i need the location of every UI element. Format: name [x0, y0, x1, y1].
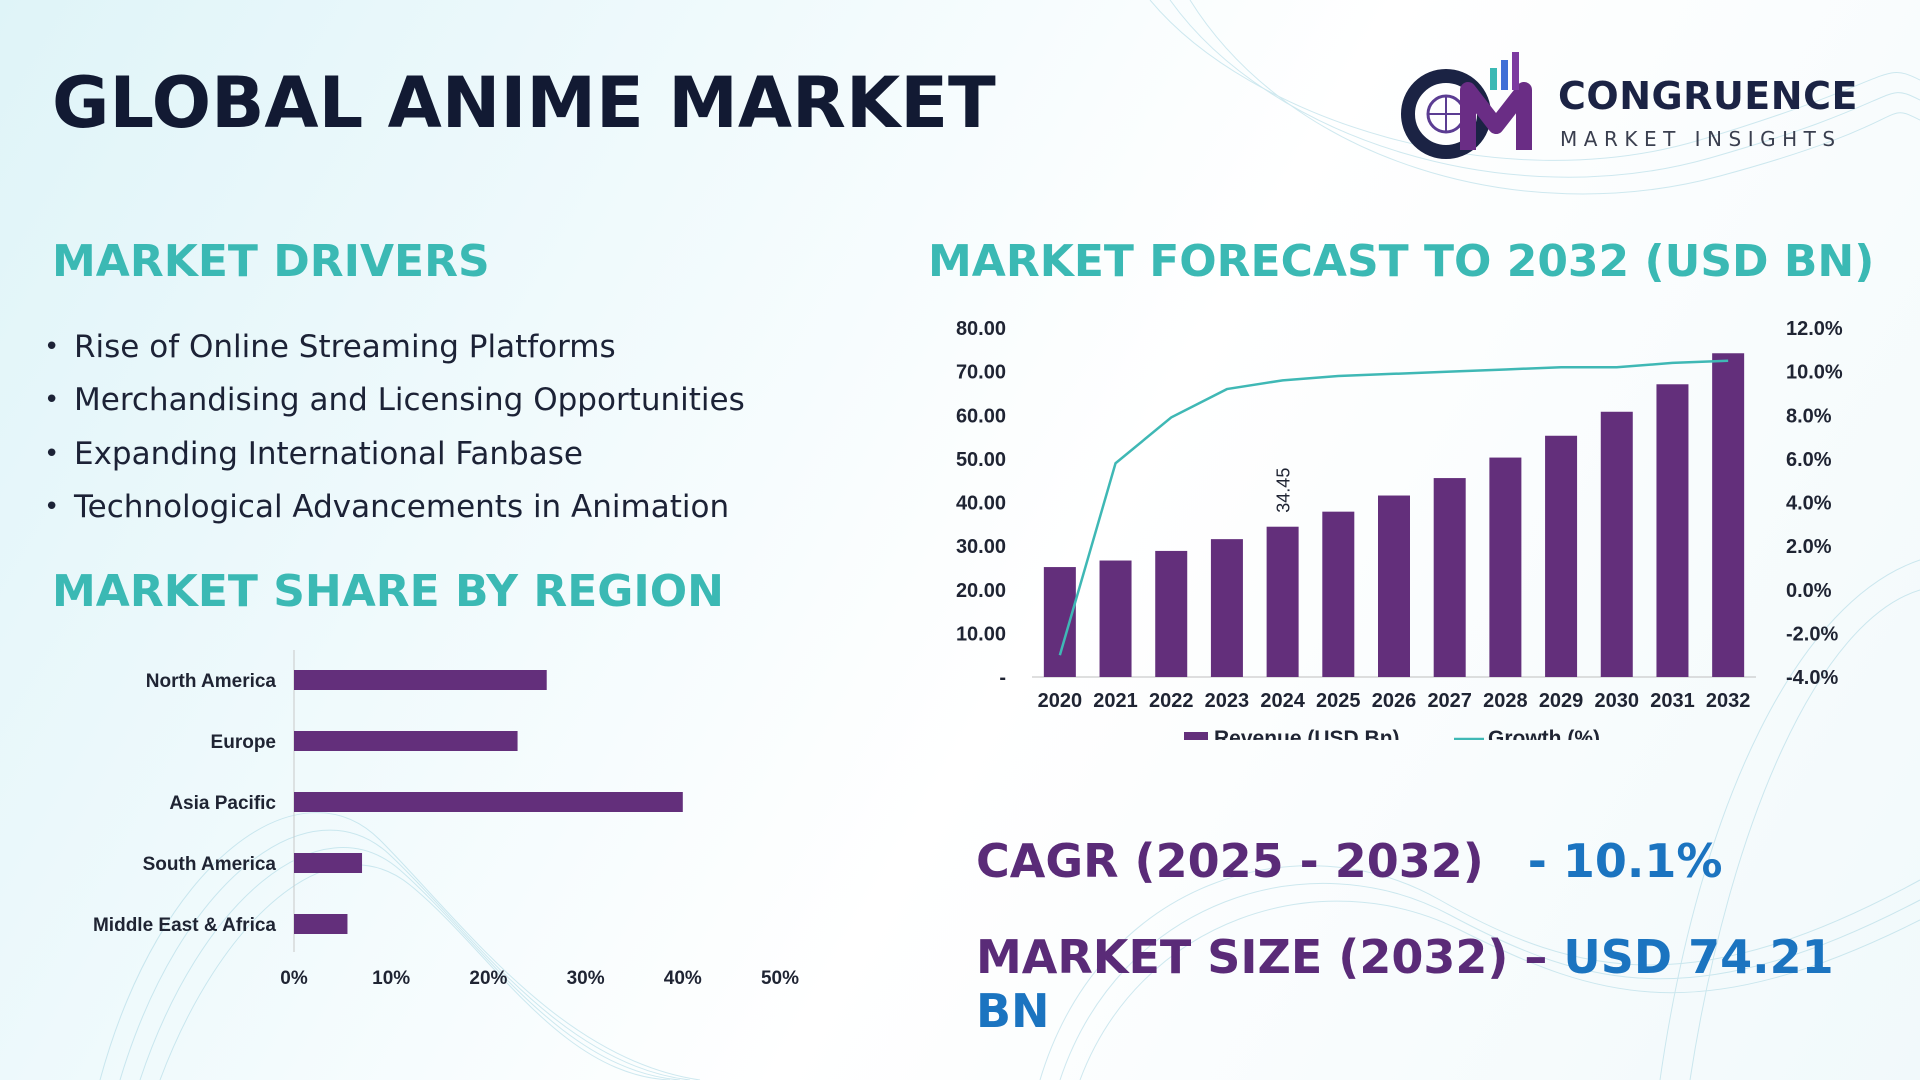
y-left-tick-label: -: [999, 667, 1006, 689]
y-right-tick-label: 4.0%: [1786, 493, 1832, 515]
x-tick-label: 40%: [664, 968, 702, 989]
market-size-value: USD 74.21 BN: [976, 930, 1834, 1038]
x-tick-label: 2030: [1595, 690, 1640, 712]
cagr-label: CAGR (2025 - 2032): [976, 834, 1484, 888]
region-bar: [294, 853, 363, 873]
y-right-tick-label: 8.0%: [1786, 405, 1832, 427]
category-label: Asia Pacific: [169, 793, 276, 814]
y-right-tick-label: 0.0%: [1786, 580, 1832, 602]
x-tick-label: 2026: [1372, 690, 1417, 712]
y-right-tick-label: 10.0%: [1786, 362, 1843, 384]
x-tick-label: 10%: [372, 968, 410, 989]
category-label: Europe: [211, 732, 276, 753]
region-bar: [294, 792, 683, 812]
region-share-chart: North America Europe Asia Pacific South Ame…: [93, 650, 799, 989]
revenue-bar: [1210, 539, 1243, 677]
revenue-bar: [1322, 511, 1355, 677]
y-left-tick-label: 60.00: [956, 405, 1006, 427]
y-left-tick-label: 10.00: [956, 623, 1006, 645]
y-right-tick-label: -4.0%: [1786, 667, 1838, 689]
x-tick-label: 50%: [761, 968, 799, 989]
revenue-bar: [1545, 435, 1578, 677]
x-tick-label: 2021: [1093, 690, 1138, 712]
y-left-tick-label: 40.00: [956, 493, 1006, 515]
market-size-stat: MARKET SIZE (2032) – USD 74.21 BN: [976, 930, 1920, 1038]
drivers-list: • Rise of Online Streaming Platforms • Mer…: [44, 320, 745, 534]
category-label: Middle East & Africa: [93, 915, 276, 936]
y-left-tick-label: 30.00: [956, 536, 1006, 558]
list-item: • Technological Advancements in Animation: [44, 481, 745, 535]
drivers-heading: MARKET DRIVERS: [52, 236, 490, 287]
revenue-bar: [1433, 478, 1466, 677]
region-heading: MARKET SHARE BY REGION: [52, 566, 724, 617]
logo-mark-icon: [1401, 52, 1532, 159]
cagr-value: - 10.1%: [1527, 834, 1723, 888]
category-label: North America: [146, 671, 277, 692]
driver-text: Merchandising and Licensing Opportunitie…: [74, 382, 745, 419]
x-tick-label: 2024: [1260, 690, 1305, 712]
x-tick-label: 2027: [1427, 690, 1472, 712]
y-right-tick-label: 12.0%: [1786, 318, 1843, 340]
x-tick-label: 30%: [567, 968, 605, 989]
revenue-bar: [1712, 353, 1745, 677]
logo-name: CONGRUENCE: [1558, 74, 1858, 118]
list-item: • Merchandising and Licensing Opportuniti…: [44, 374, 745, 428]
x-tick-label: 2023: [1205, 690, 1250, 712]
bullet-icon: •: [44, 492, 60, 523]
revenue-bar: [1600, 411, 1633, 677]
market-size-label: MARKET SIZE (2032) –: [976, 930, 1548, 984]
revenue-bar: [1489, 457, 1522, 677]
revenue-bar: [1266, 526, 1299, 677]
region-bar: [294, 731, 518, 751]
list-item: • Rise of Online Streaming Platforms: [44, 320, 745, 374]
company-logo: CONGRUENCE MARKET INSIGHTS: [1398, 50, 1878, 170]
x-tick-label: 2022: [1149, 690, 1194, 712]
logo-tagline: MARKET INSIGHTS: [1560, 127, 1842, 151]
bullet-icon: •: [44, 331, 60, 362]
revenue-bar: [1378, 495, 1410, 677]
bullet-icon: •: [44, 385, 60, 416]
revenue-bar: [1043, 567, 1076, 677]
category-label: South America: [143, 854, 277, 875]
y-right-tick-label: 2.0%: [1786, 536, 1832, 558]
forecast-heading: MARKET FORECAST TO 2032 (USD BN): [928, 236, 1875, 287]
region-bar: [294, 914, 348, 934]
cagr-stat: CAGR (2025 - 2032) - 10.1%: [976, 834, 1722, 888]
data-label: 34.45: [1274, 468, 1294, 513]
x-tick-label: 2032: [1706, 690, 1751, 712]
y-left-tick-label: 70.00: [956, 362, 1006, 384]
y-left-tick-label: 50.00: [956, 449, 1006, 471]
page-title: GLOBAL ANIME MARKET: [52, 62, 996, 144]
driver-text: Technological Advancements in Animation: [74, 489, 730, 526]
x-tick-label: 2028: [1483, 690, 1528, 712]
y-left-tick-label: 20.00: [956, 580, 1006, 602]
legend-label-revenue: Revenue (USD Bn): [1214, 727, 1400, 740]
y-left-tick-label: 80.00: [956, 318, 1006, 340]
list-item: • Expanding International Fanbase: [44, 427, 745, 481]
revenue-bar: [1099, 560, 1132, 677]
bullet-icon: •: [44, 438, 60, 469]
growth-line: [1058, 359, 1729, 656]
driver-text: Rise of Online Streaming Platforms: [74, 328, 616, 365]
x-tick-label: 2025: [1316, 690, 1361, 712]
x-tick-label: 2031: [1650, 690, 1695, 712]
legend-swatch-revenue: [1184, 732, 1208, 740]
y-right-tick-label: 6.0%: [1786, 449, 1832, 471]
x-tick-label: 0%: [280, 968, 308, 989]
revenue-bar: [1155, 550, 1188, 677]
x-tick-label: 2029: [1539, 690, 1584, 712]
x-tick-label: 2020: [1038, 690, 1083, 712]
y-right-tick-label: -2.0%: [1786, 623, 1838, 645]
x-tick-label: 20%: [469, 968, 507, 989]
region-bar: [294, 670, 547, 690]
revenue-bar: [1656, 384, 1689, 677]
forecast-chart: - 10.00 20.00 30.00 40.00 50.00 60.00 70.00 80.0…: [956, 318, 1843, 740]
driver-text: Expanding International Fanbase: [74, 435, 583, 472]
legend-label-growth: Growth (%): [1488, 727, 1600, 740]
